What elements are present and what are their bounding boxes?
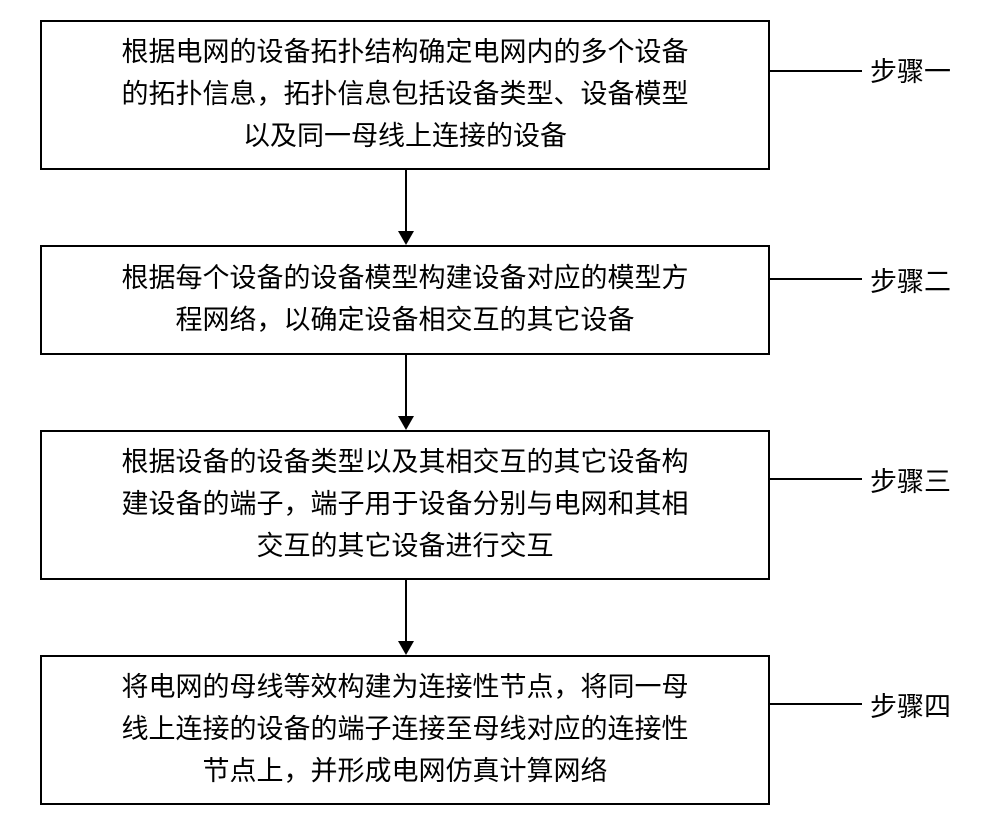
flow-arrow-head xyxy=(398,641,414,655)
label-connector-line xyxy=(770,70,862,72)
step-label: 步骤一 xyxy=(870,50,951,89)
flowchart-step-box: 根据电网的设备拓扑结构确定电网内的多个设备 的拓扑信息，拓扑信息包括设备类型、设… xyxy=(40,20,770,170)
label-connector-line xyxy=(770,278,862,280)
flowchart-step-box: 根据设备的设备类型以及其相交互的其它设备构 建设备的端子，端子用于设备分别与电网… xyxy=(40,430,770,580)
label-connector-line xyxy=(770,478,862,480)
flow-arrow-shaft xyxy=(405,580,407,641)
step-text: 将电网的母线等效构建为连接性节点，将同一母 线上连接的设备的端子连接至母线对应的… xyxy=(122,667,689,793)
flowchart-step-box: 根据每个设备的设备模型构建设备对应的模型方 程网络，以确定设备相交互的其它设备 xyxy=(40,245,770,355)
flowchart-step-box: 将电网的母线等效构建为连接性节点，将同一母 线上连接的设备的端子连接至母线对应的… xyxy=(40,655,770,805)
step-text: 根据电网的设备拓扑结构确定电网内的多个设备 的拓扑信息，拓扑信息包括设备类型、设… xyxy=(122,32,689,158)
step-text: 根据设备的设备类型以及其相交互的其它设备构 建设备的端子，端子用于设备分别与电网… xyxy=(122,442,689,568)
flow-arrow-head xyxy=(398,231,414,245)
label-connector-line xyxy=(770,703,862,705)
flow-arrow-shaft xyxy=(405,170,407,231)
step-label: 步骤四 xyxy=(870,685,951,724)
step-text: 根据每个设备的设备模型构建设备对应的模型方 程网络，以确定设备相交互的其它设备 xyxy=(122,258,689,342)
flow-arrow-head xyxy=(398,416,414,430)
step-label: 步骤二 xyxy=(870,260,951,299)
flow-arrow-shaft xyxy=(405,355,407,416)
step-label: 步骤三 xyxy=(870,460,951,499)
flowchart-canvas: 根据电网的设备拓扑结构确定电网内的多个设备 的拓扑信息，拓扑信息包括设备类型、设… xyxy=(0,0,1000,829)
